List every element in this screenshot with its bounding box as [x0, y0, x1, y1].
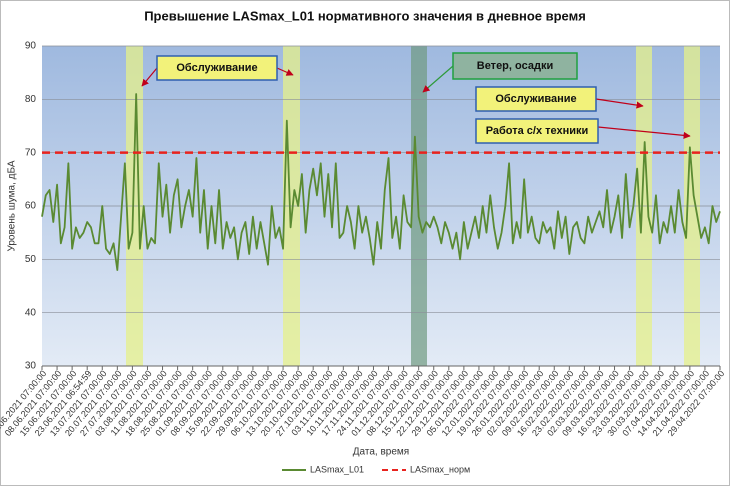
arrow — [595, 98, 644, 109]
arrow — [422, 65, 454, 93]
annotation-box — [475, 118, 599, 144]
legend: LASmax_L01 LASmax_норм — [282, 464, 470, 474]
y-tick-label: 80 — [25, 94, 37, 105]
y-tick-label: 50 — [25, 254, 37, 265]
annotation: Работа с/х техники — [486, 125, 589, 137]
data-line — [41, 93, 721, 271]
annotation-box — [452, 52, 578, 80]
annotations: Обслуживание Ветер, осадки Обслуживание … — [141, 52, 691, 144]
y-axis-title: Уровень шума, дБА — [7, 160, 18, 251]
chart-title: Превышение LASmax_L01 нормативного значе… — [144, 8, 586, 23]
annotation: Обслуживание — [176, 62, 257, 74]
arrow — [276, 67, 294, 76]
x-axis-title: Дата, время — [353, 447, 409, 458]
y-tick-label: 30 — [25, 361, 37, 372]
annotation: Ветер, осадки — [477, 60, 553, 72]
annotation-box — [475, 86, 597, 112]
annotation: Обслуживание — [495, 93, 576, 105]
y-tick-label: 90 — [25, 41, 37, 52]
annotation-box — [156, 55, 278, 81]
arrow — [141, 67, 158, 87]
y-tick-label: 60 — [25, 201, 37, 212]
y-tick-label: 40 — [25, 307, 37, 318]
legend-label: LASmax_L01 — [310, 464, 364, 474]
legend-label: LASmax_норм — [410, 464, 470, 474]
y-tick-label: 70 — [25, 147, 37, 158]
arrow — [597, 126, 691, 139]
